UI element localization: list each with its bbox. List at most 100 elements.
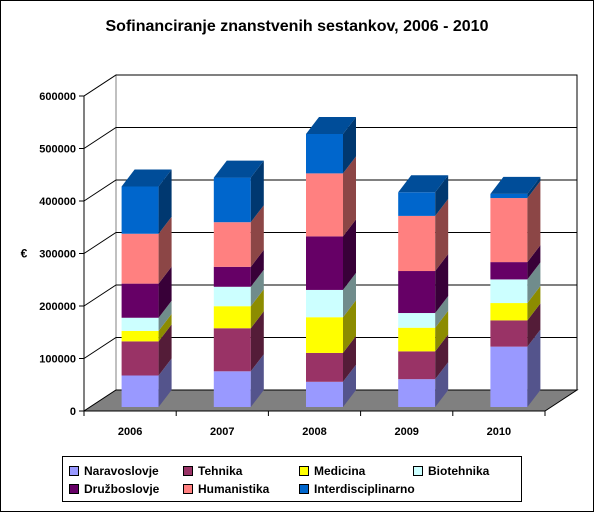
- bar-side-2009-tehnika: [435, 334, 449, 380]
- bar-side-2007-družboslovje: [250, 249, 264, 287]
- bar-2010-tehnika: [490, 320, 528, 347]
- legend-item: Biotehnika: [413, 463, 489, 479]
- bar-2008-interdisciplinarno: [306, 134, 343, 174]
- bar-2007-družboslovje: [213, 266, 251, 287]
- bar-2009-humanistika: [398, 215, 436, 272]
- bar-side-2009-interdisciplinarno: [435, 175, 449, 216]
- bar-side-2009-humanistika: [435, 198, 449, 272]
- bar-2006-tehnika: [121, 341, 159, 376]
- bar-2010-interdisciplinarno: [490, 193, 528, 199]
- legend-item: Interdisciplinarno: [299, 481, 415, 497]
- legend-item: Medicina: [299, 463, 365, 479]
- y-tick-label: 400000: [39, 196, 76, 208]
- y-axis-label: €: [21, 247, 28, 261]
- legend-swatch: [183, 484, 193, 494]
- bar-side-2010-naravoslovje: [527, 329, 541, 407]
- bar-2010-biotehnika: [490, 279, 528, 304]
- y-tick-label: 100000: [39, 354, 76, 366]
- bar-top-2010: [490, 176, 541, 194]
- bar-side-2007-humanistika: [250, 205, 264, 267]
- bar-top-2008: [306, 117, 356, 134]
- bar-side-2010-družboslovje: [527, 245, 541, 280]
- bar-side-2010-interdisciplinarno: [527, 176, 541, 199]
- bar-2007-interdisciplinarno: [213, 177, 251, 223]
- y-tick-label: 300000: [39, 249, 76, 261]
- bar-side-2010-tehnika: [527, 303, 541, 347]
- bar-2009-medicina: [398, 327, 436, 352]
- bar-side-2007-biotehnika: [250, 269, 264, 307]
- chart-plot-area: 0 100000 200000 300000 400000 500000 600000 €20…: [21, 74, 579, 438]
- legend-item: Družboslovje: [69, 481, 159, 497]
- bar-side-2006-medicina: [158, 313, 172, 342]
- bar-side-2006-tehnika: [158, 324, 172, 376]
- bar-2008-naravoslovje: [306, 381, 343, 407]
- bar-2010-družboslovje: [490, 262, 528, 280]
- bar-2006-biotehnika: [121, 317, 159, 331]
- bar-2009-naravoslovje: [398, 379, 436, 407]
- bar-side-2006-humanistika: [158, 216, 172, 284]
- bar-top-2009: [398, 175, 449, 193]
- gridline: [83, 127, 577, 149]
- bar-side-2007-naravoslovje: [250, 354, 264, 407]
- bar-2008-biotehnika: [306, 289, 343, 318]
- bar-side-2006-družboslovje: [158, 266, 172, 318]
- bar-side-2008-biotehnika: [343, 272, 356, 318]
- bar-2007-tehnika: [213, 328, 251, 372]
- bar-side-2007-interdisciplinarno: [250, 160, 264, 223]
- chart-legend: Naravoslovje Tehnika Medicina Biotehnika Dru…: [62, 456, 522, 502]
- x-tick-label: 2010: [487, 426, 511, 438]
- legend-item: Humanistika: [183, 481, 269, 497]
- bar-2006-interdisciplinarno: [121, 186, 159, 234]
- bar-2008-humanistika: [306, 173, 343, 237]
- bar-2007-naravoslovje: [213, 371, 251, 407]
- bar-side-2009-družboslovje: [435, 254, 449, 314]
- x-tick-label: 2006: [118, 426, 142, 438]
- bar-side-2008-naravoslovje: [343, 364, 356, 407]
- bar-side-2010-medicina: [527, 286, 541, 321]
- bar-side-2006-interdisciplinarno: [158, 169, 172, 234]
- bar-2008-tehnika: [306, 352, 343, 382]
- chart-title: Sofinanciranje znanstvenih sestankov, 20…: [105, 18, 489, 35]
- bar-2006-medicina: [121, 330, 159, 342]
- x-tick-label: 2009: [394, 426, 418, 438]
- bar-2010-medicina: [490, 303, 528, 321]
- bar-side-2006-naravoslovje: [158, 358, 172, 407]
- bar-2009-interdisciplinarno: [398, 192, 436, 216]
- bar-side-2009-naravoslovje: [435, 362, 449, 407]
- bar-2007-biotehnika: [213, 286, 251, 307]
- bar-2006-naravoslovje: [121, 375, 159, 407]
- legend-swatch: [299, 484, 309, 494]
- bar-2009-tehnika: [398, 351, 436, 380]
- y-tick-label: 600000: [39, 91, 76, 103]
- bar-side-2008-tehnika: [343, 335, 356, 382]
- bar-side-2008-družboslovje: [343, 219, 356, 290]
- legend-swatch: [299, 466, 309, 476]
- bar-2006-humanistika: [121, 233, 159, 284]
- bar-side-2007-tehnika: [250, 311, 264, 372]
- legend-swatch: [413, 466, 423, 476]
- bar-side-2009-medicina: [435, 310, 449, 352]
- legend-label: Interdisciplinarno: [314, 482, 415, 496]
- legend-swatch: [69, 466, 79, 476]
- legend-swatch: [69, 484, 79, 494]
- bar-side-2010-humanistika: [527, 181, 541, 263]
- x-tick-label: 2008: [302, 426, 326, 438]
- y-tick-label: 0: [70, 406, 76, 418]
- legend-label: Družboslovje: [84, 482, 160, 496]
- bar-2010-naravoslovje: [490, 346, 528, 407]
- y-tick-label: 500000: [39, 144, 76, 156]
- bar-2010-humanistika: [490, 198, 528, 263]
- legend-label: Biotehnika: [428, 464, 490, 478]
- legend-item: Tehnika: [183, 463, 242, 479]
- bar-2007-medicina: [213, 306, 251, 329]
- legend-label: Tehnika: [198, 464, 243, 478]
- gridline: [83, 74, 577, 97]
- bar-2008-družboslovje: [306, 236, 343, 290]
- bar-side-2006-biotehnika: [158, 300, 172, 331]
- legend-label: Naravoslovje: [84, 464, 159, 478]
- bar-2007-humanistika: [213, 222, 251, 267]
- legend-label: Humanistika: [198, 482, 270, 496]
- y-tick-label: 200000: [39, 301, 76, 313]
- bar-2009-biotehnika: [398, 313, 436, 328]
- bar-2008-medicina: [306, 317, 343, 353]
